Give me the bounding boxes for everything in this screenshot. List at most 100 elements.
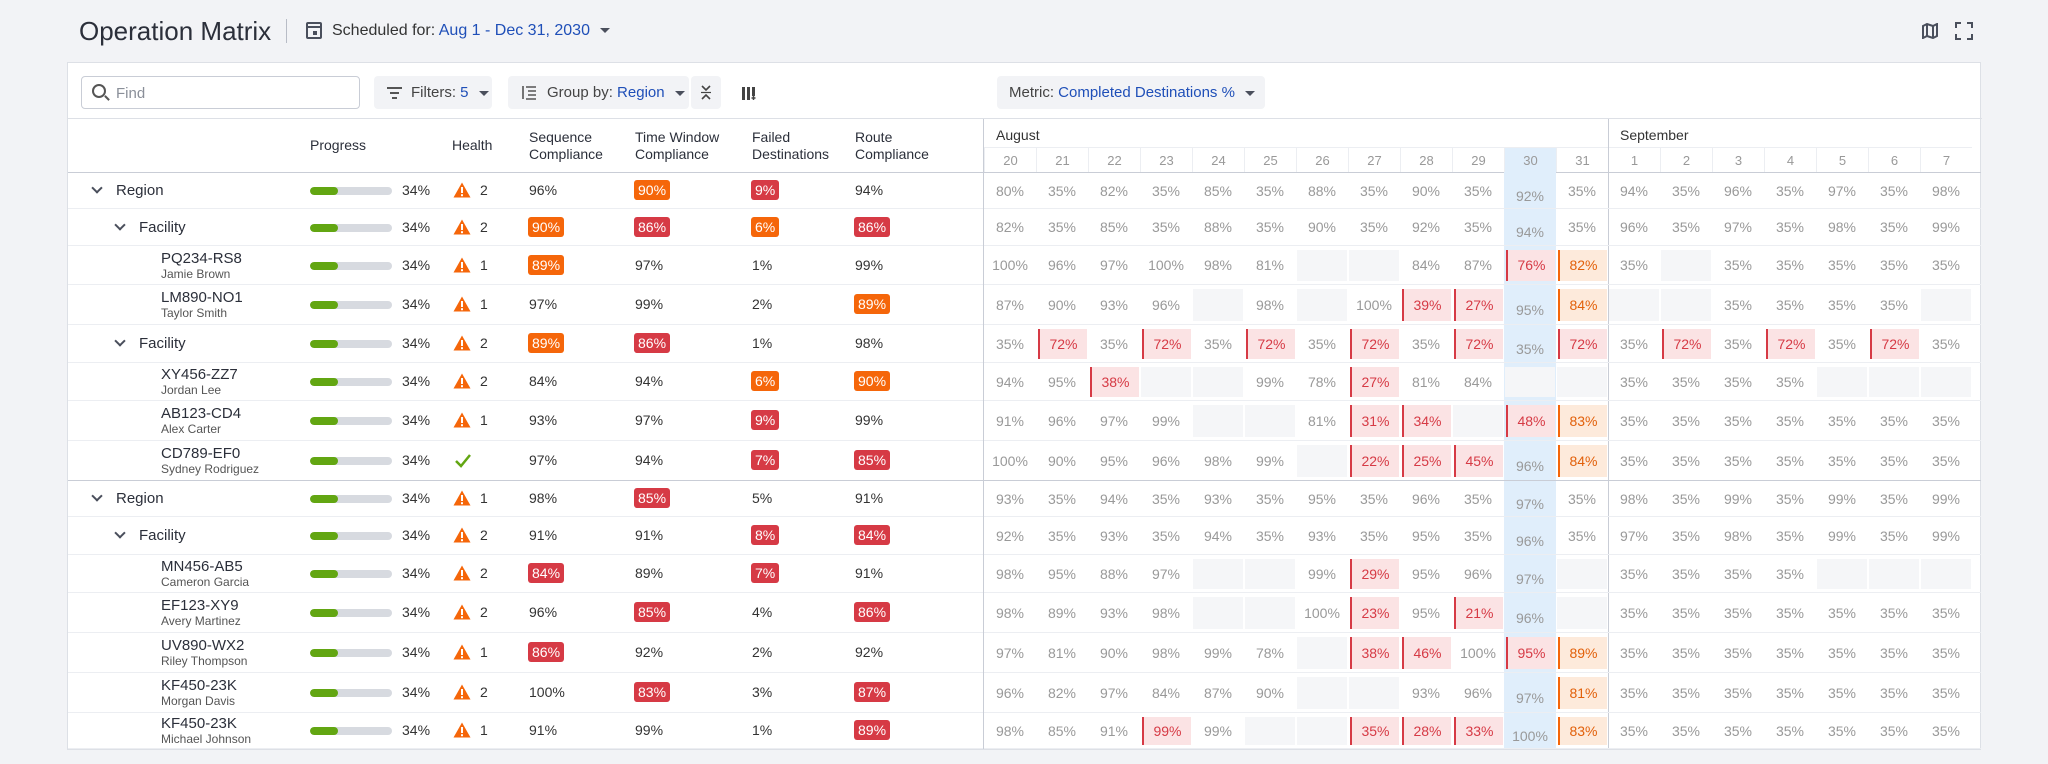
map-icon[interactable] xyxy=(1922,23,1938,39)
matrix-cell[interactable]: 99% xyxy=(1921,521,1971,551)
matrix-cell[interactable]: 35% xyxy=(1609,597,1659,629)
day-header[interactable]: 6 xyxy=(1868,147,1920,172)
matrix-cell[interactable]: 99% xyxy=(1921,485,1971,513)
matrix-cell[interactable]: 35% xyxy=(1609,637,1659,669)
matrix-cell[interactable]: 96% xyxy=(1713,177,1763,205)
matrix-cell[interactable]: 87% xyxy=(1453,250,1503,281)
matrix-cell[interactable]: 35% xyxy=(1557,213,1607,242)
matrix-cell[interactable] xyxy=(1817,559,1867,589)
matrix-cell[interactable]: 94% xyxy=(1193,521,1243,551)
matrix-cell[interactable] xyxy=(1921,367,1971,397)
matrix-cell[interactable]: 35% xyxy=(1453,177,1503,205)
matrix-cell[interactable]: 76% xyxy=(1506,250,1555,281)
matrix-cell[interactable] xyxy=(1297,637,1347,669)
matrix-cell[interactable]: 35% xyxy=(1245,521,1295,551)
matrix-cell[interactable]: 35% xyxy=(1557,521,1607,551)
table-row[interactable] xyxy=(68,713,983,749)
col-progress[interactable]: Progress xyxy=(310,137,367,153)
matrix-cell[interactable]: 35% xyxy=(1609,250,1659,281)
day-header[interactable]: 7 xyxy=(1920,147,1972,172)
matrix-cell[interactable]: 35% xyxy=(1609,445,1659,477)
matrix-cell[interactable]: 35% xyxy=(1713,289,1763,321)
matrix-cell[interactable]: 35% xyxy=(1713,559,1763,589)
matrix-cell[interactable]: 83% xyxy=(1558,405,1607,437)
matrix-cell[interactable]: 21% xyxy=(1454,597,1503,629)
matrix-cell[interactable]: 82% xyxy=(1089,177,1139,205)
matrix-cell[interactable]: 25% xyxy=(1402,445,1451,477)
matrix-cell[interactable]: 35% xyxy=(1609,329,1659,359)
matrix-cell[interactable]: 82% xyxy=(985,213,1035,242)
matrix-cell[interactable] xyxy=(1817,367,1867,397)
matrix-cell[interactable]: 94% xyxy=(1089,485,1139,513)
day-header[interactable]: 27 xyxy=(1348,147,1400,172)
matrix-cell[interactable]: 35% xyxy=(1245,177,1295,205)
matrix-cell[interactable] xyxy=(1297,717,1347,745)
matrix-cell[interactable] xyxy=(1921,559,1971,589)
matrix-cell[interactable]: 35% xyxy=(1765,677,1815,709)
day-header[interactable]: 22 xyxy=(1088,147,1140,172)
matrix-cell[interactable]: 27% xyxy=(1350,367,1399,397)
matrix-cell[interactable]: 46% xyxy=(1402,637,1451,669)
matrix-cell[interactable]: 78% xyxy=(1245,637,1295,669)
matrix-cell[interactable]: 81% xyxy=(1297,405,1347,437)
matrix-cell[interactable]: 35% xyxy=(1349,521,1399,551)
matrix-cell[interactable]: 35% xyxy=(1713,445,1763,477)
matrix-cell[interactable]: 84% xyxy=(1558,445,1607,477)
matrix-cell[interactable]: 35% xyxy=(1869,677,1919,709)
day-header[interactable]: 28 xyxy=(1400,147,1452,172)
matrix-cell[interactable]: 96% xyxy=(1037,405,1087,437)
matrix-cell[interactable]: 96% xyxy=(1401,485,1451,513)
matrix-cell[interactable]: 35% xyxy=(1661,405,1711,437)
matrix-cell[interactable]: 96% xyxy=(985,677,1035,709)
matrix-cell[interactable]: 96% xyxy=(1037,250,1087,281)
matrix-cell[interactable]: 35% xyxy=(1817,250,1867,281)
matrix-cell[interactable]: 35% xyxy=(1661,637,1711,669)
matrix-cell[interactable]: 97% xyxy=(1141,559,1191,589)
matrix-cell[interactable]: 99% xyxy=(1921,213,1971,242)
table-row[interactable] xyxy=(68,173,983,209)
matrix-cell[interactable]: 99% xyxy=(1713,485,1763,513)
matrix-cell[interactable]: 99% xyxy=(1141,405,1191,437)
matrix-cell[interactable]: 90% xyxy=(1037,289,1087,321)
matrix-cell[interactable]: 35% xyxy=(1765,717,1815,745)
matrix-cell[interactable]: 38% xyxy=(1350,637,1399,669)
matrix-cell[interactable]: 98% xyxy=(1141,637,1191,669)
matrix-cell[interactable]: 35% xyxy=(1661,559,1711,589)
matrix-cell[interactable]: 35% xyxy=(1453,521,1503,551)
day-header[interactable]: 3 xyxy=(1712,147,1764,172)
matrix-cell[interactable]: 72% xyxy=(1870,329,1919,359)
schedule-range-selector[interactable]: Scheduled for: Aug 1 - Dec 31, 2030 xyxy=(332,22,611,40)
matrix-cell[interactable]: 35% xyxy=(1141,485,1191,513)
matrix-cell[interactable]: 34% xyxy=(1402,405,1451,437)
matrix-cell[interactable]: 98% xyxy=(985,717,1035,745)
matrix-cell[interactable]: 35% xyxy=(985,329,1035,359)
matrix-cell[interactable] xyxy=(1245,559,1295,589)
matrix-cell[interactable]: 35% xyxy=(1817,717,1867,745)
table-row[interactable] xyxy=(68,517,983,555)
matrix-cell[interactable] xyxy=(1245,717,1295,745)
col-failed-destinations[interactable]: Failed Destinations xyxy=(752,129,830,162)
matrix-cell[interactable]: 95% xyxy=(1401,559,1451,589)
table-row[interactable] xyxy=(68,673,983,713)
table-row[interactable] xyxy=(68,555,983,593)
matrix-cell[interactable]: 29% xyxy=(1350,559,1399,589)
matrix-cell[interactable]: 28% xyxy=(1402,717,1451,745)
matrix-cell[interactable]: 35% xyxy=(1765,250,1815,281)
matrix-cell[interactable]: 72% xyxy=(1454,329,1503,359)
matrix-cell[interactable]: 99% xyxy=(1817,485,1867,513)
matrix-cell[interactable]: 35% xyxy=(1869,597,1919,629)
col-sequence-compliance[interactable]: Sequence Compliance xyxy=(529,129,603,162)
matrix-cell[interactable] xyxy=(1661,250,1711,281)
table-row[interactable] xyxy=(68,633,983,673)
matrix-cell[interactable]: 90% xyxy=(1297,213,1347,242)
day-header[interactable]: 31 xyxy=(1556,147,1608,172)
matrix-cell[interactable]: 97% xyxy=(1089,405,1139,437)
matrix-cell[interactable]: 33% xyxy=(1454,717,1503,745)
matrix-cell[interactable]: 100% xyxy=(1453,637,1503,669)
matrix-cell[interactable]: 96% xyxy=(1609,213,1659,242)
matrix-cell[interactable]: 35% xyxy=(1661,177,1711,205)
matrix-cell[interactable]: 94% xyxy=(985,367,1035,397)
matrix-cell[interactable]: 98% xyxy=(1245,289,1295,321)
matrix-cell[interactable]: 35% xyxy=(1869,485,1919,513)
matrix-cell[interactable]: 95% xyxy=(1506,637,1555,669)
